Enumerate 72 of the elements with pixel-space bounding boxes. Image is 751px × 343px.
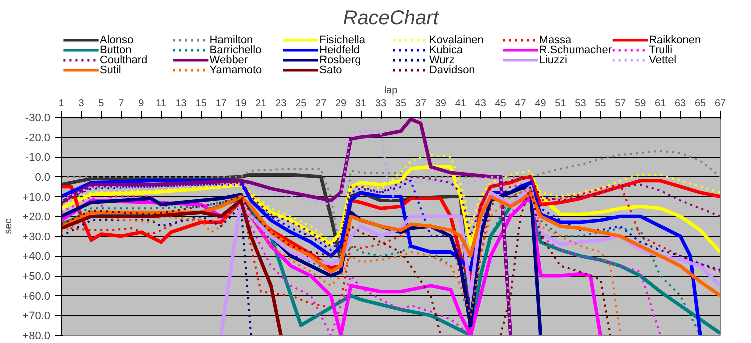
legend-label: Kubica	[429, 44, 464, 56]
y-tick-label: -20.0	[25, 132, 51, 144]
legend-label: Webber	[210, 54, 248, 66]
y-tick-label: +50.0	[22, 271, 51, 284]
x-tick-label: 61	[655, 98, 667, 110]
x-tick-label: 57	[615, 98, 627, 110]
legend-label: Yamamoto	[210, 64, 262, 76]
x-tick-label: 11	[156, 98, 167, 110]
x-tick-label: 67	[714, 98, 726, 110]
y-tick-label: +70.0	[22, 310, 51, 323]
x-tick-label: 37	[415, 98, 427, 110]
chart-title: RaceChart	[343, 8, 440, 30]
x-tick-label: 31	[355, 98, 368, 110]
line-series	[62, 206, 252, 336]
x-tick-label: 23	[276, 98, 288, 110]
legend-label: Vettel	[649, 54, 677, 66]
y-tick-label: +80.0	[22, 330, 51, 342]
legend-label: R.Schumacher	[539, 44, 612, 56]
x-tick-label: 25	[296, 98, 308, 110]
x-tick-label: 45	[495, 98, 507, 110]
y-axis-title: sec	[4, 218, 15, 234]
x-tick-label: 15	[196, 98, 208, 110]
legend-label: Alonso	[100, 34, 134, 46]
legend-label: Sutil	[100, 64, 122, 76]
x-tick-label: 43	[475, 98, 487, 110]
x-tick-label: 47	[515, 98, 527, 110]
legend-label: Barrichello	[210, 44, 262, 56]
y-tick-label: -10.0	[25, 152, 51, 164]
y-tick-label: +40.0	[22, 251, 51, 264]
x-tick-label: 3	[78, 98, 85, 110]
x-tick-label: 17	[216, 98, 228, 110]
legend-label: Coulthard	[100, 54, 148, 66]
legend-label: Sato	[320, 64, 342, 76]
x-tick-label: 1	[58, 98, 65, 110]
x-axis-title: lap	[384, 86, 398, 96]
legend-label: Massa	[539, 34, 573, 46]
legend-label: Davidson	[429, 64, 476, 76]
legend-label: Raikkonen	[649, 34, 702, 46]
x-tick-label: 49	[535, 98, 547, 110]
x-tick-label: 27	[316, 98, 328, 110]
x-tick-label: 35	[395, 98, 407, 110]
x-tick-label: 21	[256, 98, 268, 110]
legend-label: Kovalainen	[429, 34, 484, 46]
y-tick-label: +60.0	[22, 290, 51, 303]
x-tick-label: 39	[435, 98, 447, 110]
legend-label: Wurz	[429, 54, 455, 66]
x-tick-label: 41	[455, 98, 467, 110]
x-tick-label: 29	[336, 98, 348, 110]
x-tick-label: 19	[236, 98, 248, 110]
x-tick-label: 65	[694, 98, 707, 110]
x-tick-label: 5	[98, 98, 105, 110]
x-tick-label: 7	[118, 98, 125, 110]
legend-label: Rosberg	[320, 54, 362, 66]
legend-label: Heidfeld	[320, 44, 360, 56]
y-tick-label: +10.0	[22, 192, 51, 204]
y-tick-label: -30.0	[25, 112, 51, 124]
y-tick-label: 0.0	[35, 172, 51, 184]
legend-label: Button	[100, 44, 132, 56]
x-tick-label: 63	[675, 98, 687, 110]
legend-label: Fisichella	[320, 34, 366, 46]
x-tick-label: 13	[176, 98, 188, 110]
x-tick-label: 51	[555, 98, 567, 110]
x-tick-label: 59	[635, 98, 647, 110]
x-tick-label: 33	[375, 98, 388, 110]
y-tick-label: +20.0	[22, 212, 51, 224]
x-tick-label: 53	[575, 98, 587, 110]
legend-label: Trulli	[649, 44, 673, 56]
legend-label: Liuzzi	[539, 54, 568, 66]
y-tick-label: +30.0	[22, 231, 51, 244]
x-tick-label: 55	[595, 98, 607, 110]
legend-label: Hamilton	[210, 34, 254, 46]
x-tick-label: 9	[138, 98, 145, 110]
